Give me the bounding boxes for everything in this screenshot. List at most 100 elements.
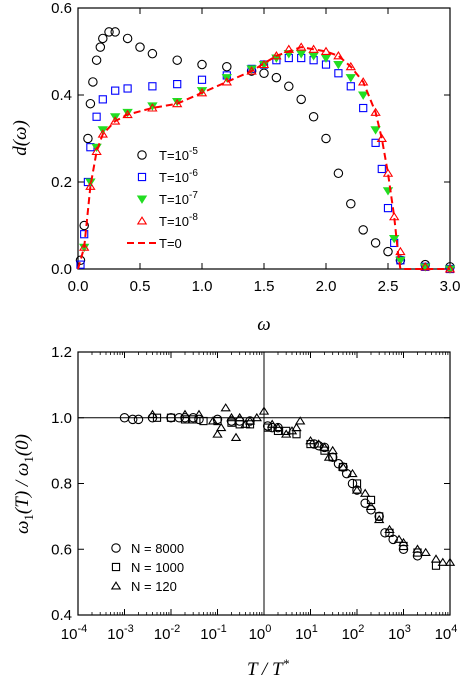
bottom-x-label-sup: *	[283, 656, 290, 671]
top-data-point	[359, 103, 368, 113]
top-data-point	[88, 77, 98, 87]
top-data-point	[85, 98, 96, 109]
bottom-data-point	[230, 432, 242, 441]
bottom-data-point	[147, 409, 158, 418]
bottom-data-point	[313, 439, 324, 448]
top-x-axis-label: ω	[257, 314, 270, 335]
top-data-point	[321, 133, 331, 144]
bottom-data-point	[374, 511, 384, 522]
top-y-axis-label: d(ω)	[10, 120, 31, 156]
bottom-y-tick-label: 0.6	[51, 541, 72, 558]
bottom-data-point	[398, 544, 409, 554]
top-x-tick-label: 3.0	[440, 278, 461, 295]
top-data-point	[420, 262, 431, 271]
top-data-point	[296, 50, 307, 59]
bottom-y-label-omega: ω	[12, 521, 33, 534]
bottom-x-tick-exp: 4	[451, 623, 457, 635]
top-data-point	[95, 42, 106, 52]
top-x-tick-label: 0.0	[68, 278, 89, 295]
bottom-x-tick-label: 10-2	[154, 623, 180, 643]
bottom-series-0	[119, 412, 423, 561]
top-data-point	[395, 256, 406, 266]
top-x-tick-label: 0.5	[130, 278, 151, 295]
top-legend-symbol	[137, 150, 147, 160]
top-legend-label: T=10-5	[159, 146, 198, 163]
top-data-point	[383, 246, 393, 257]
top-data-point	[444, 264, 456, 273]
bottom-legend-label: N = 1000	[131, 560, 184, 575]
top-data-point	[389, 235, 400, 244]
top-series-2	[79, 50, 456, 274]
top-legend-label: T=10-6	[159, 168, 198, 185]
bottom-x-tick-base: 10	[342, 626, 359, 643]
bottom-data-point	[220, 403, 231, 412]
top-data-point	[98, 33, 108, 44]
bottom-data-point	[133, 414, 144, 425]
top-data-point	[197, 75, 207, 84]
top-data-point	[147, 48, 158, 59]
bottom-x-tick-base: 10	[61, 626, 78, 643]
top-legend-label-exp: -8	[189, 212, 198, 223]
bottom-chart: 10-4 10-3 10-2 10-1 100 101 102 103 1040.40.60.8…	[12, 344, 457, 680]
top-data-point	[98, 95, 107, 104]
top-legend-item: T=10-8	[136, 212, 198, 229]
bottom-x-tick-exp: 1	[312, 623, 318, 635]
top-legend-symbol	[137, 172, 147, 182]
top-chart: 0.0 0.5 1.0 1.5 2.0 2.5 3.0 0.0 0.2 0.4 0.6 ω d(ω)…	[10, 0, 460, 335]
top-data-point	[333, 61, 344, 70]
bottom-x-tick-base: 10	[249, 626, 266, 643]
top-data-point	[75, 255, 86, 266]
top-data-point	[111, 86, 120, 95]
bottom-legend-item: N = 1000	[111, 560, 184, 575]
bottom-data-point	[337, 462, 349, 471]
bottom-data-point	[384, 524, 395, 534]
bottom-legend-symbol	[111, 543, 121, 553]
bottom-x-tick-base: 10	[388, 626, 405, 643]
top-y-tick-label: 0.6	[51, 0, 72, 17]
top-legend-symbol	[136, 216, 148, 225]
bottom-legend-symbol	[111, 562, 121, 572]
top-y-tick-label: 0.0	[51, 261, 72, 278]
bottom-y-label-omega2: ω	[12, 463, 33, 476]
top-data-point	[383, 203, 393, 213]
bottom-data-point	[213, 416, 222, 426]
top-legend-label: T=0	[159, 236, 182, 251]
top-legend-label-base: T=10	[159, 170, 189, 185]
top-data-point	[197, 59, 207, 70]
bottom-x-tick-label: 101	[295, 623, 318, 643]
top-legend: T=10-5T=10-6T=10-7T=10-8T=0	[127, 146, 198, 251]
bottom-data-point	[180, 415, 190, 424]
bottom-data-point	[234, 412, 245, 422]
bottom-legend-item: N = 120	[110, 579, 177, 594]
top-data-point	[246, 65, 257, 74]
bottom-x-tick-exp: -3	[124, 623, 134, 635]
bottom-data-point	[347, 468, 358, 478]
bottom-data-point	[351, 485, 363, 494]
bottom-legend-label: N = 120	[131, 579, 177, 594]
top-data-point	[377, 164, 386, 174]
top-data-point	[296, 42, 307, 51]
bottom-data-point	[226, 412, 237, 422]
bottom-data-point	[327, 445, 338, 455]
bottom-data-point	[166, 413, 176, 422]
top-series-4	[77, 46, 450, 270]
top-y-tick-label: 0.4	[51, 87, 72, 104]
bottom-data-point	[305, 435, 316, 445]
bottom-data-point	[347, 478, 358, 489]
bottom-data-point	[251, 412, 262, 422]
bottom-data-point	[258, 406, 270, 415]
bottom-ticks: 10-4 10-3 10-2 10-1 100 101 102 103 1040.40.60.8…	[51, 344, 457, 643]
bottom-data-point	[365, 501, 377, 511]
bottom-data-point	[194, 414, 204, 425]
bottom-y-label-sub2: 1	[21, 456, 36, 463]
bottom-data-point	[359, 488, 371, 497]
bottom-x-tick-exp: -4	[77, 623, 87, 635]
top-series-1	[76, 53, 455, 274]
top-legend-label: T=10-7	[159, 190, 198, 207]
top-data-point	[110, 27, 120, 37]
top-data-point	[358, 225, 368, 235]
top-data-point	[358, 77, 369, 86]
top-data-point	[271, 72, 282, 83]
top-data-point	[334, 69, 343, 78]
